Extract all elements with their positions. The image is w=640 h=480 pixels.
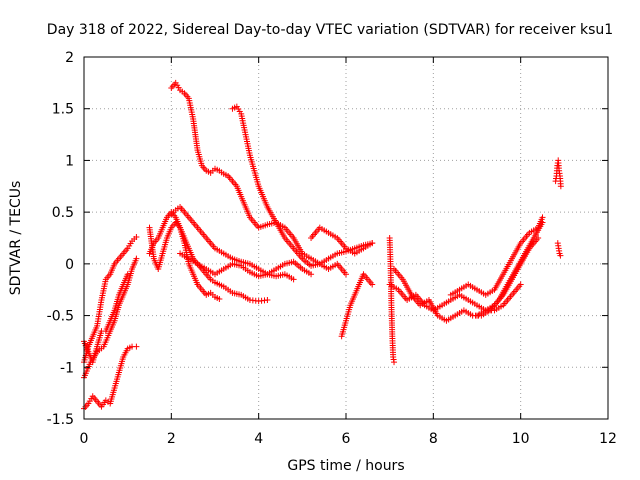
series-arc11 [308, 224, 376, 257]
x-tick-label: 8 [429, 431, 438, 447]
data-point [391, 359, 398, 366]
y-tick-labels: 2 1.5 1 0.5 0 -0.5 -1 -1.5 [47, 50, 74, 428]
data-point [369, 240, 376, 247]
data-point [308, 271, 315, 278]
series-arc8 [177, 250, 315, 280]
series-arc10 [229, 103, 376, 269]
chart-title: Day 318 of 2022, Sidereal Day-to-day VTE… [47, 22, 613, 38]
x-tick-label: 6 [342, 431, 351, 447]
data-point [517, 281, 524, 288]
data-point [216, 296, 223, 303]
x-axis-label: GPS time / hours [287, 458, 404, 474]
data-point [535, 235, 542, 241]
y-tick-label: 1.5 [52, 102, 74, 118]
data-point [539, 214, 546, 221]
data-point [343, 271, 349, 278]
series-arc16 [447, 214, 546, 298]
series-arc1 [81, 233, 140, 366]
y-tick-label: -1 [60, 360, 74, 376]
x-tick-label: 4 [254, 431, 263, 447]
data-point [369, 281, 376, 288]
x-tick-label: 12 [599, 431, 617, 447]
x-tick-labels: 0 2 4 6 8 10 12 [80, 431, 617, 447]
data-point [133, 343, 140, 350]
y-axis-label: SDTVAR / TECUs [8, 181, 24, 296]
series-arc18 [552, 157, 564, 190]
y-tick-label: 0 [65, 257, 74, 273]
data-point [557, 183, 564, 190]
y-tick-label: -0.5 [47, 309, 74, 325]
series-arc3 [81, 255, 140, 381]
series-arc12 [338, 271, 376, 340]
data-point [264, 297, 271, 304]
series-arc17 [474, 235, 542, 319]
series-arc13 [386, 235, 398, 366]
x-tick-label: 10 [512, 431, 530, 447]
data-point [133, 255, 140, 262]
y-tick-label: -1.5 [47, 412, 74, 428]
series-arc9 [168, 79, 349, 278]
series-arc2 [81, 271, 131, 366]
y-tick-label: 1 [65, 153, 74, 169]
series-arc4 [81, 343, 140, 412]
series-arc7 [168, 203, 297, 283]
data-point [290, 276, 297, 283]
x-tick-label: 0 [80, 431, 89, 447]
y-tick-label: 0.5 [52, 205, 74, 221]
scatter-marks [81, 79, 564, 412]
series-arc15 [391, 219, 546, 324]
data-point [133, 233, 140, 240]
grid [84, 57, 608, 419]
x-tick-label: 2 [167, 431, 176, 447]
series-arc6 [146, 209, 271, 305]
axis-ticks [83, 56, 609, 420]
data-point [557, 252, 564, 259]
series-arc19 [554, 240, 564, 259]
y-tick-label: 2 [65, 50, 74, 66]
